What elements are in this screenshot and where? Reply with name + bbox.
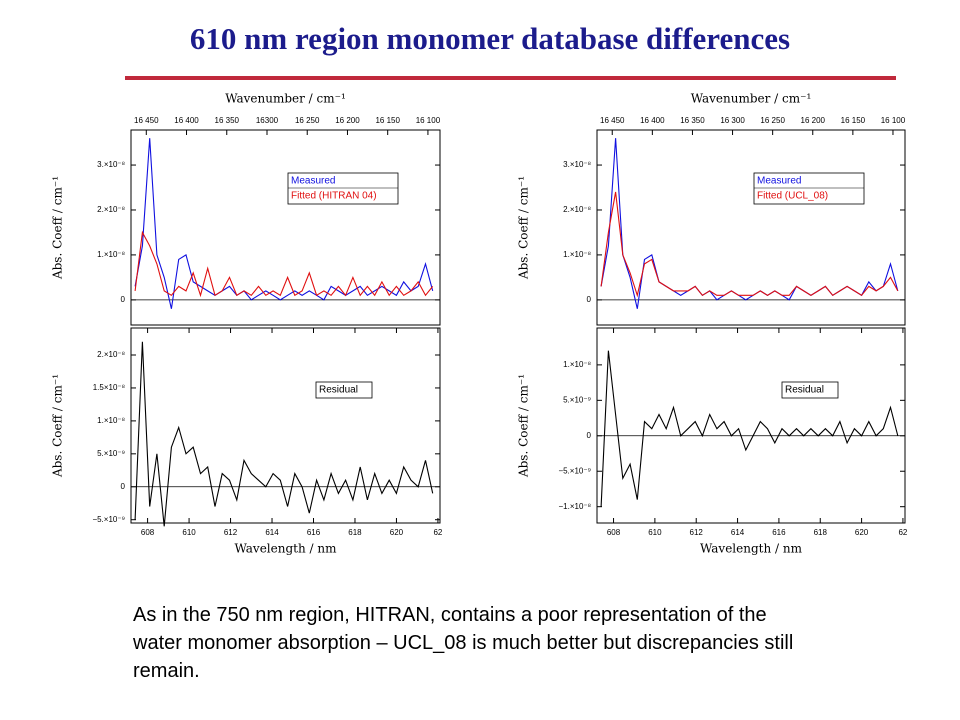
- legend-label: Fitted (HITRAN 04): [291, 191, 377, 202]
- x2-tick-label: 16300: [256, 116, 279, 125]
- x2-tick-label: 16 300: [720, 116, 745, 125]
- y-tick-label: 5.×10⁻⁹: [97, 449, 125, 458]
- x-tick-label: 616: [307, 528, 321, 537]
- y-axis-label: Abs. Coeff / cm⁻¹: [51, 374, 65, 478]
- y-tick-label: 3.×10⁻⁸: [97, 160, 125, 169]
- legend-label: Measured: [757, 176, 801, 187]
- series-line: [600, 138, 899, 309]
- y-axis-label: Abs. Coeff / cm⁻¹: [51, 176, 65, 280]
- y-tick-label: 0: [587, 431, 592, 440]
- x-tick-label: 618: [814, 528, 828, 537]
- x-tick-label: 620: [390, 528, 404, 537]
- x2-tick-label: 16 350: [680, 116, 705, 125]
- y-tick-label: 0: [121, 482, 126, 491]
- legend-label: Residual: [785, 385, 824, 396]
- x-tick-label: 612: [690, 528, 704, 537]
- series-line: [600, 191, 899, 298]
- y-tick-label: 1.×10⁻⁸: [97, 416, 125, 425]
- y-tick-label: −5.×10⁻⁹: [92, 515, 125, 524]
- plot-frame: [596, 327, 906, 524]
- y-tick-label: 3.×10⁻⁸: [563, 160, 591, 169]
- x2-tick-label: 16 250: [760, 116, 785, 125]
- plot-frame: [130, 129, 441, 326]
- y-tick-label: 2.×10⁻⁸: [97, 350, 125, 359]
- plot-frame: [596, 129, 906, 326]
- x-axis-label: Wavelength / nm: [700, 542, 803, 556]
- x2-tick-label: 16 150: [841, 116, 866, 125]
- y-tick-label: 1.5×10⁻⁸: [93, 383, 125, 392]
- x2-tick-label: 16 350: [215, 116, 240, 125]
- series-line: [600, 350, 899, 507]
- x-tick-label: 620: [855, 528, 869, 537]
- x2-tick-label: 16 100: [881, 116, 906, 125]
- legend-box: [781, 381, 839, 399]
- plot-frame: [130, 327, 441, 524]
- x-tick-label: 618: [348, 528, 362, 537]
- y-tick-label: 0: [587, 295, 592, 304]
- x-tick-label: 62: [433, 528, 442, 537]
- legend-box: [287, 172, 399, 205]
- y-tick-label: 1.×10⁻⁸: [563, 250, 591, 259]
- legend-label: Residual: [319, 385, 358, 396]
- caption-line: water monomer absorption – UCL_08 is muc…: [132, 632, 793, 654]
- y-tick-label: 1.×10⁻⁸: [563, 360, 591, 369]
- series-line: [134, 230, 434, 298]
- x2-axis-label: Wavenumber / cm⁻¹: [225, 92, 346, 106]
- x-tick-label: 610: [648, 528, 662, 537]
- caption-line: As in the 750 nm region, HITRAN, contain…: [133, 604, 767, 626]
- x-tick-label: 614: [265, 528, 279, 537]
- x2-tick-label: 16 400: [640, 116, 665, 125]
- y-tick-label: 2.×10⁻⁸: [97, 205, 125, 214]
- legend-label: Measured: [291, 176, 335, 187]
- x-tick-label: 608: [141, 528, 155, 537]
- x-tick-label: 608: [607, 528, 621, 537]
- x-tick-label: 62: [898, 528, 907, 537]
- series-line: [134, 341, 434, 527]
- y-tick-label: 2.×10⁻⁸: [563, 205, 591, 214]
- x2-tick-label: 16 250: [295, 116, 320, 125]
- y-tick-label: 0: [121, 295, 126, 304]
- y-axis-label: Abs. Coeff / cm⁻¹: [517, 374, 531, 478]
- x-axis-label: Wavelength / nm: [234, 542, 337, 556]
- x2-tick-label: 16 450: [600, 116, 625, 125]
- y-tick-label: 1.×10⁻⁸: [97, 250, 125, 259]
- x2-tick-label: 16 400: [174, 116, 199, 125]
- y-tick-label: 5.×10⁻⁹: [563, 395, 591, 404]
- y-tick-label: −1.×10⁻⁸: [558, 502, 591, 511]
- x-tick-label: 612: [224, 528, 238, 537]
- x2-tick-label: 16 200: [335, 116, 360, 125]
- y-tick-label: −5.×10⁻⁹: [558, 466, 591, 475]
- x-tick-label: 610: [182, 528, 196, 537]
- series-line: [134, 138, 434, 309]
- x2-axis-label: Wavenumber / cm⁻¹: [691, 92, 812, 106]
- x-tick-label: 616: [772, 528, 786, 537]
- legend-label: Fitted (UCL_08): [757, 191, 828, 202]
- x-tick-label: 614: [731, 528, 745, 537]
- x2-tick-label: 16 450: [134, 116, 159, 125]
- legend-box: [753, 172, 865, 205]
- y-axis-label: Abs. Coeff / cm⁻¹: [517, 176, 531, 280]
- x2-tick-label: 16 150: [375, 116, 400, 125]
- x2-tick-label: 16 200: [801, 116, 826, 125]
- x2-tick-label: 16 100: [416, 116, 441, 125]
- slide-title: 610 nm region monomer database differenc…: [190, 21, 790, 56]
- caption-line: remain.: [133, 660, 200, 682]
- title-rule: [125, 76, 896, 80]
- legend-box: [315, 381, 373, 399]
